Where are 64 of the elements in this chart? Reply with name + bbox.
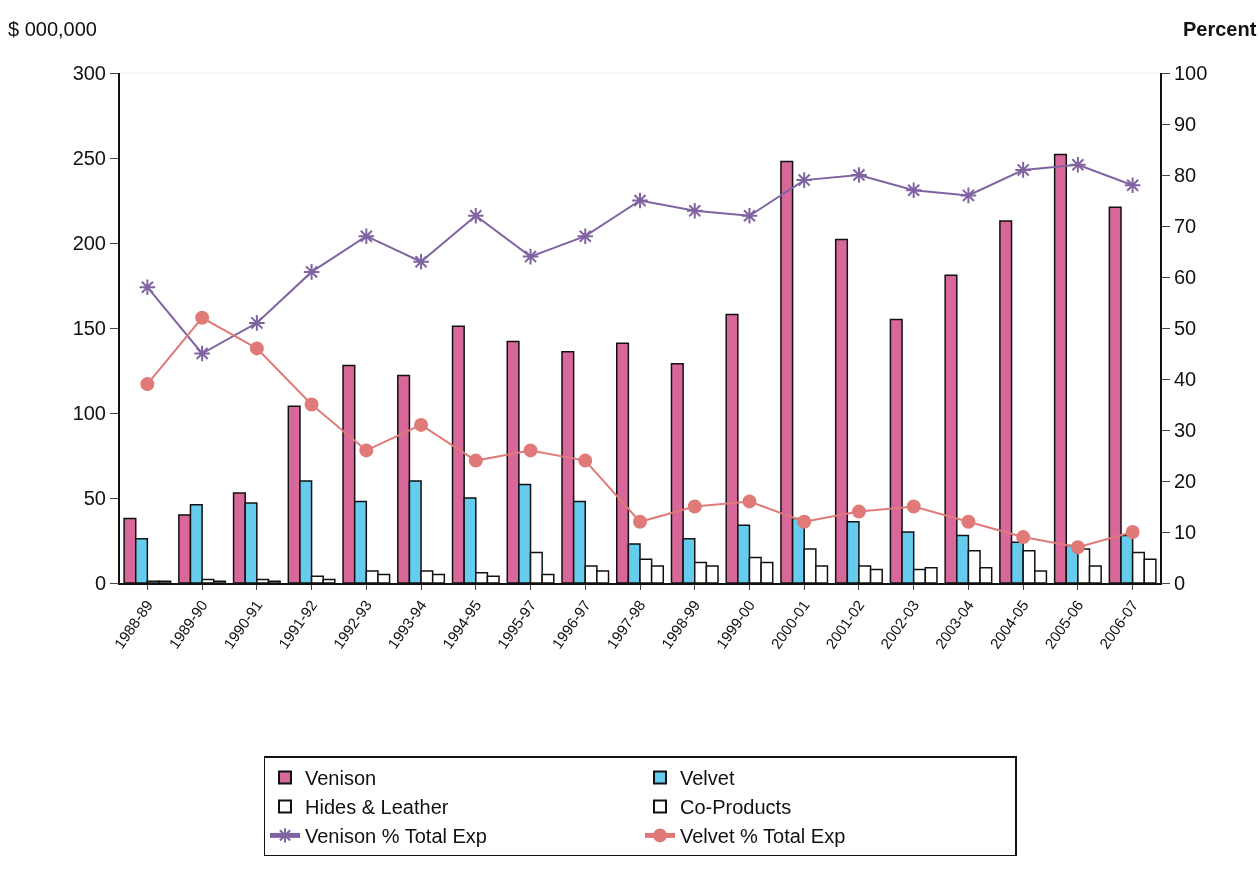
point [851,504,866,519]
y2-tick-label: 80 [1174,164,1197,186]
point [850,166,868,184]
y2-tick-label: 90 [1174,113,1197,135]
point [249,341,264,356]
y2-tick-label: 0 [1174,572,1186,594]
y-tick-label: 300 [72,62,106,84]
y2-tick-label: 20 [1174,470,1197,492]
point [795,171,814,189]
legend-label: Velvet [680,767,735,790]
point [140,377,155,392]
y-tick-label: 100 [72,402,106,424]
point [687,499,702,514]
y-tick-label: 50 [83,487,106,509]
y-axis-title: $ 000,000 [8,18,97,40]
legend-label: Venison [305,767,377,790]
point [304,397,319,412]
point [468,453,483,468]
point [576,227,595,245]
point [685,201,704,220]
y-tick-label: 200 [72,232,106,254]
y2-tick-label: 40 [1174,368,1197,390]
point [138,278,157,296]
point [1125,525,1140,539]
point [578,453,593,468]
point [797,514,812,529]
y2-tick-label: 50 [1174,317,1197,339]
point [961,514,976,529]
point [904,181,923,200]
point [466,207,485,225]
point [302,263,321,281]
point [633,514,647,529]
point [1069,156,1087,174]
point [357,227,376,245]
y2-tick-label: 30 [1174,419,1197,441]
point [521,247,540,266]
point [412,252,430,271]
legend-label: Venison % Total Exp [305,825,487,848]
y2-tick-label: 100 [1174,62,1208,84]
point [195,310,210,325]
point [740,207,759,225]
point [523,443,538,458]
legend-label: Co-Products [680,796,792,819]
point [1123,176,1142,194]
point [742,494,757,509]
point [1016,530,1031,545]
point [1070,540,1085,555]
point [193,344,211,363]
point [959,186,978,205]
point [359,443,374,458]
point [1014,161,1032,179]
point [906,499,921,514]
y-tick-label: 0 [94,572,106,594]
y2-tick-label: 10 [1174,521,1197,543]
y2-tick-label: 70 [1174,215,1197,237]
y2-tick-label: 60 [1174,266,1197,288]
y2-axis-title: Percent [1183,18,1257,40]
y-tick-label: 250 [72,147,106,169]
point [414,417,429,432]
y-tick-label: 150 [72,317,106,339]
point [248,314,266,332]
legend-label: Velvet % Total Exp [680,825,846,848]
point [631,191,649,210]
legend-label: Hides & Leather [305,796,449,819]
